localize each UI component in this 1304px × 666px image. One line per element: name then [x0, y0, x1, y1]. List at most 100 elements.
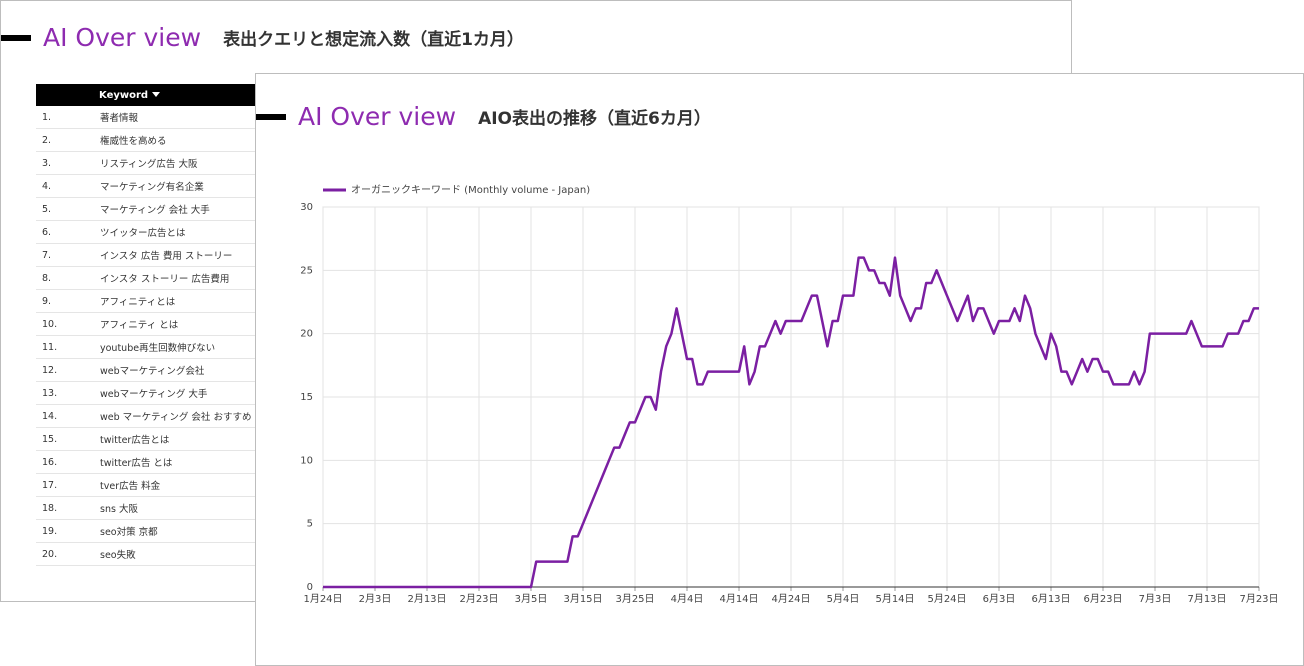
keyword: マーケティング 会社 大手 — [100, 197, 276, 221]
x-tick-label: 5月24日 — [927, 593, 966, 605]
x-tick-label: 2月23日 — [459, 593, 498, 605]
table-row: 10. アフィニティ とは — [36, 312, 276, 336]
table-row: 3. リスティング広告 大阪 — [36, 151, 276, 175]
table-row: 19. seo対策 京都 — [36, 519, 276, 543]
row-number: 3. — [36, 151, 100, 175]
keyword-table: Keyword 1. 著者情報 2. 権威性を高める 3. リスティング広告 大阪 4. マー… — [36, 84, 276, 566]
back-header: AI Over view 表出クエリと想定流入数（直近1カ月） — [1, 23, 524, 52]
row-number: 20. — [36, 542, 100, 566]
table-row: 14. web マーケティング 会社 おすすめ — [36, 404, 276, 428]
row-number: 2. — [36, 128, 100, 152]
keyword: twitter広告 とは — [100, 450, 276, 474]
chart: 0 5 10 15 20 25 30 1月24日 2月3日 2月13日 2月23日 3月5日 3月15日… — [300, 184, 1278, 605]
row-number: 17. — [36, 473, 100, 497]
keyword: seo失敗 — [100, 542, 276, 566]
line — [323, 256, 1259, 589]
legend-label: オーガニックキーワード (Monthly volume - Japan) — [351, 184, 590, 196]
x-tick-label: 2月3日 — [359, 593, 392, 605]
front-header: AI Over view AIO表出の推移（直近6カ月） — [256, 102, 711, 131]
x-tick-label: 7月13日 — [1187, 593, 1226, 605]
x-tick-label: 6月13日 — [1031, 593, 1070, 605]
keyword: webマーケティング会社 — [100, 358, 276, 382]
row-number: 6. — [36, 220, 100, 244]
keyword: マーケティング有名企業 — [100, 174, 276, 198]
row-number: 4. — [36, 174, 100, 198]
x-tick-label: 3月25日 — [615, 593, 654, 605]
x-tick-label: 6月23日 — [1083, 593, 1122, 605]
table-row: 18. sns 大阪 — [36, 496, 276, 520]
table-row: 13. webマーケティング 大手 — [36, 381, 276, 405]
keyword: youtube再生回数伸びない — [100, 335, 276, 359]
keyword: web マーケティング 会社 おすすめ — [100, 404, 276, 428]
row-number: 14. — [36, 404, 100, 428]
keyword: 著者情報 — [100, 106, 276, 129]
brand: AI Over view — [298, 102, 457, 131]
keyword: sns 大阪 — [100, 496, 276, 520]
table-row: 17. tver広告 料金 — [36, 473, 276, 497]
row-number: 7. — [36, 243, 100, 267]
table-row: 8. インスタ ストーリー 広告費用 — [36, 266, 276, 290]
x-tick-label: 1月24日 — [303, 593, 342, 605]
table-row: 9. アフィニティとは — [36, 289, 276, 313]
row-number: 13. — [36, 381, 100, 405]
y-tick-label: 10 — [300, 455, 313, 466]
keyword: 権威性を高める — [100, 128, 276, 152]
table-row: 5. マーケティング 会社 大手 — [36, 197, 276, 221]
table-row: 4. マーケティング有名企業 — [36, 174, 276, 198]
row-number: 12. — [36, 358, 100, 382]
y-tick-label: 0 — [307, 582, 313, 593]
keyword: twitter広告とは — [100, 427, 276, 451]
y-tick-label: 15 — [300, 392, 313, 403]
y-tick-label: 20 — [300, 329, 313, 340]
dash — [256, 113, 286, 120]
row-number: 9. — [36, 289, 100, 313]
front-card: AI Over view AIO表出の推移（直近6カ月） 0 5 10 15 20 25 3… — [255, 73, 1304, 666]
dash — [1, 34, 31, 41]
keyword: リスティング広告 大阪 — [100, 151, 276, 175]
y-tick-label: 5 — [307, 519, 313, 530]
table-row: 11. youtube再生回数伸びない — [36, 335, 276, 359]
table-row: 2. 権威性を高める — [36, 128, 276, 152]
x-tick-label: 7月23日 — [1239, 593, 1278, 605]
x-tick-label: 3月5日 — [515, 593, 548, 605]
x-tick-label: 4月14日 — [719, 593, 758, 605]
keyword: tver広告 料金 — [100, 473, 276, 497]
x-tick-label: 5月4日 — [827, 593, 860, 605]
x-tick-label: 4月4日 — [671, 593, 704, 605]
keyword: インスタ 広告 費用 ストーリー — [100, 243, 276, 267]
row-number: 1. — [36, 106, 100, 129]
keyword: seo対策 京都 — [100, 519, 276, 543]
subtitle: 表出クエリと想定流入数（直近1カ月） — [223, 30, 524, 50]
table-row: 6. ツイッター広告とは — [36, 220, 276, 244]
table-row: 1. 著者情報 — [36, 106, 276, 129]
x-tick-label: 6月3日 — [983, 593, 1016, 605]
row-number: 8. — [36, 266, 100, 290]
row-number: 16. — [36, 450, 100, 474]
row-number: 19. — [36, 519, 100, 543]
y-tick-label: 25 — [300, 265, 313, 276]
sort-icon — [151, 91, 160, 97]
x-tick-label: 3月15日 — [563, 593, 602, 605]
keyword: アフィニティ とは — [100, 312, 276, 336]
x-tick-label: 2月13日 — [407, 593, 446, 605]
table-row: 12. webマーケティング会社 — [36, 358, 276, 382]
row-number: 15. — [36, 427, 100, 451]
brand: AI Over view — [43, 23, 202, 52]
table-row: 15. twitter広告とは — [36, 427, 276, 451]
table-header[interactable]: Keyword — [36, 84, 276, 106]
keyword: アフィニティとは — [100, 289, 276, 313]
table-row: 7. インスタ 広告 費用 ストーリー — [36, 243, 276, 267]
y-tick-label: 30 — [300, 202, 313, 213]
keyword: ツイッター広告とは — [100, 220, 276, 244]
row-number: 18. — [36, 496, 100, 520]
x-tick-label: 4月24日 — [771, 593, 810, 605]
row-number: 11. — [36, 335, 100, 359]
header-text: Keyword — [99, 89, 149, 101]
x-tick-label: 5月14日 — [875, 593, 914, 605]
keyword: webマーケティング 大手 — [100, 381, 276, 405]
table-row: 16. twitter広告 とは — [36, 450, 276, 474]
row-number: 10. — [36, 312, 100, 336]
keyword: インスタ ストーリー 広告費用 — [100, 266, 276, 290]
table-row: 20. seo失敗 — [36, 542, 276, 566]
